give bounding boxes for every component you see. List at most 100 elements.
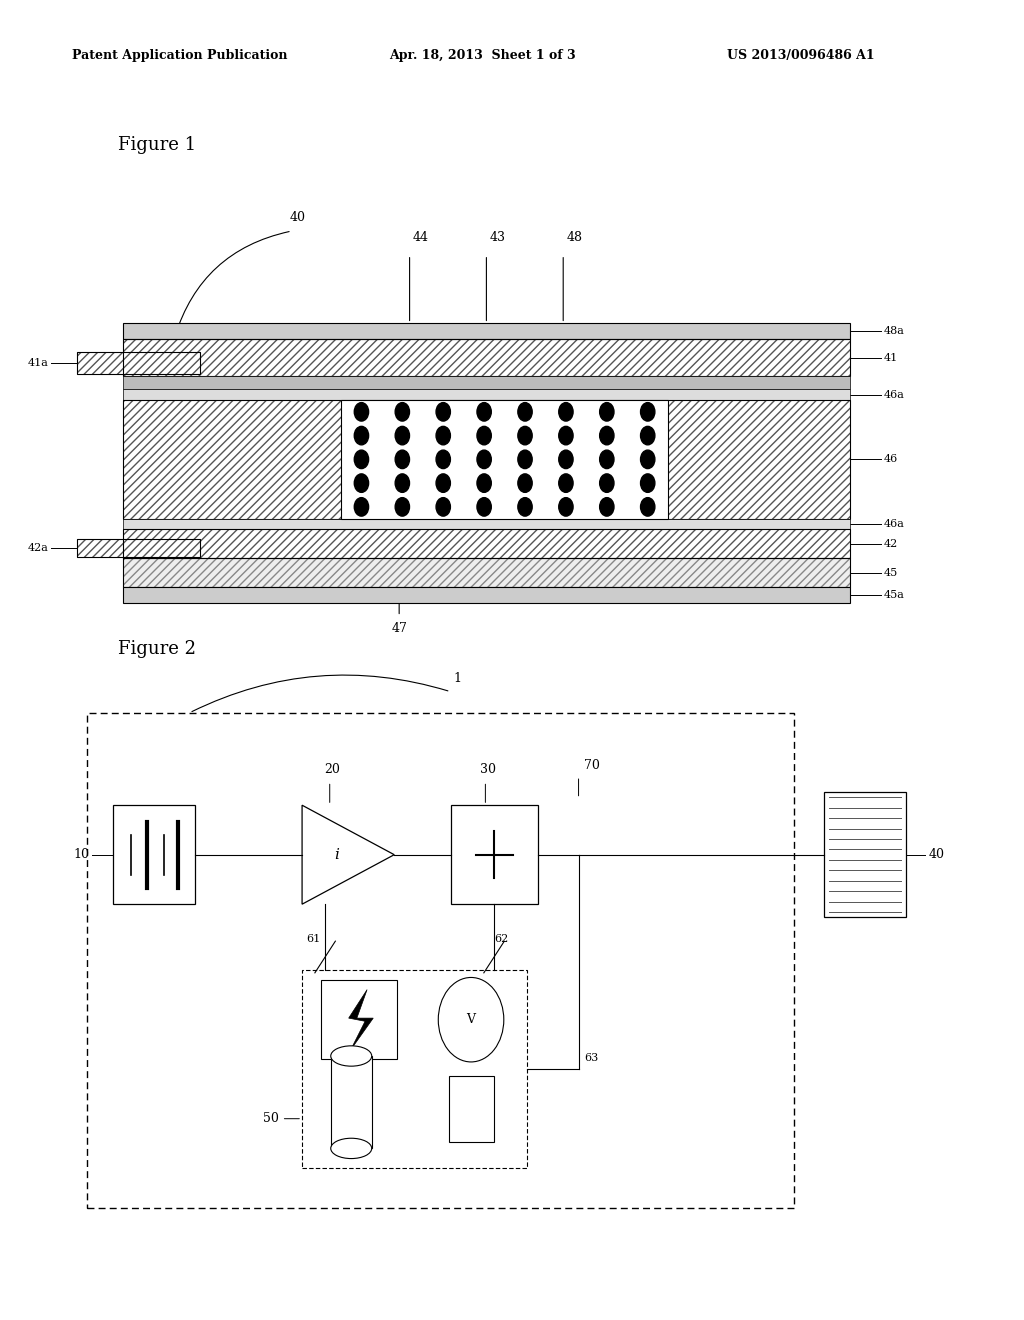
Circle shape (436, 426, 451, 445)
Circle shape (395, 474, 410, 492)
Text: 62: 62 (494, 933, 508, 944)
Circle shape (641, 450, 655, 469)
Circle shape (600, 474, 614, 492)
Bar (123, 400, 850, 519)
Circle shape (641, 426, 655, 445)
Ellipse shape (331, 1138, 372, 1159)
Circle shape (559, 474, 573, 492)
Bar (123, 339, 850, 376)
Circle shape (395, 498, 410, 516)
Bar (123, 529, 850, 558)
Circle shape (518, 474, 532, 492)
Text: US 2013/0096486 A1: US 2013/0096486 A1 (727, 49, 874, 62)
Circle shape (395, 403, 410, 421)
Text: 46: 46 (884, 454, 898, 465)
Circle shape (641, 474, 655, 492)
Bar (341, 400, 668, 519)
Text: Figure 1: Figure 1 (118, 136, 196, 154)
Text: 10: 10 (73, 849, 89, 861)
Bar (123, 376, 850, 389)
Text: 48: 48 (566, 231, 583, 244)
Circle shape (600, 403, 614, 421)
Bar (302, 970, 527, 1168)
Bar (113, 805, 195, 904)
Circle shape (436, 498, 451, 516)
Text: i: i (335, 847, 340, 862)
Text: 48a: 48a (884, 326, 904, 337)
Circle shape (354, 426, 369, 445)
Circle shape (518, 403, 532, 421)
Circle shape (354, 498, 369, 516)
Text: 20: 20 (325, 763, 341, 776)
Circle shape (641, 498, 655, 516)
Bar (321, 979, 397, 1059)
Text: 41a: 41a (28, 358, 48, 368)
Circle shape (600, 498, 614, 516)
Circle shape (559, 426, 573, 445)
Circle shape (559, 498, 573, 516)
Circle shape (559, 403, 573, 421)
Text: 40: 40 (290, 211, 306, 224)
Circle shape (395, 450, 410, 469)
Circle shape (354, 403, 369, 421)
Text: 30: 30 (480, 763, 497, 776)
Polygon shape (348, 990, 373, 1049)
Text: 46a: 46a (884, 519, 904, 529)
Polygon shape (302, 805, 394, 904)
Text: 42a: 42a (28, 544, 48, 553)
Text: Patent Application Publication: Patent Application Publication (72, 49, 287, 62)
Circle shape (518, 450, 532, 469)
Circle shape (600, 426, 614, 445)
Bar (123, 400, 850, 519)
Bar (123, 558, 850, 587)
Text: 43: 43 (489, 231, 506, 244)
Bar (123, 529, 850, 558)
Circle shape (436, 474, 451, 492)
Circle shape (477, 403, 492, 421)
Text: 45a: 45a (884, 590, 904, 601)
Text: 41: 41 (884, 352, 898, 363)
Text: Figure 2: Figure 2 (118, 640, 196, 659)
Bar (331, 1056, 372, 1148)
Circle shape (477, 450, 492, 469)
Bar (77, 352, 200, 375)
Bar (77, 540, 200, 557)
Text: 47: 47 (391, 622, 408, 635)
Circle shape (354, 450, 369, 469)
Text: V: V (467, 1014, 475, 1026)
Text: 45: 45 (884, 568, 898, 578)
Bar (123, 558, 850, 587)
Text: 44: 44 (413, 231, 429, 244)
Bar (123, 323, 850, 339)
Circle shape (518, 498, 532, 516)
Circle shape (354, 474, 369, 492)
Text: 40: 40 (929, 849, 945, 861)
Circle shape (641, 403, 655, 421)
Circle shape (600, 450, 614, 469)
Circle shape (436, 450, 451, 469)
Text: 46a: 46a (884, 389, 904, 400)
Bar (123, 339, 850, 376)
Bar (824, 792, 906, 917)
Bar (123, 519, 850, 529)
Circle shape (518, 426, 532, 445)
Text: 63: 63 (585, 1052, 599, 1063)
Text: 50: 50 (262, 1113, 279, 1125)
Bar (123, 389, 850, 400)
Circle shape (395, 426, 410, 445)
Bar (77, 540, 200, 557)
Circle shape (438, 977, 504, 1061)
Circle shape (477, 498, 492, 516)
Bar (77, 352, 200, 375)
Text: 42: 42 (884, 539, 898, 549)
Bar (451, 805, 538, 904)
Text: 61: 61 (307, 933, 321, 944)
Text: 70: 70 (584, 759, 600, 772)
Circle shape (477, 426, 492, 445)
Ellipse shape (331, 1045, 372, 1067)
Circle shape (477, 474, 492, 492)
Circle shape (436, 403, 451, 421)
Bar (87, 713, 794, 1208)
Text: Apr. 18, 2013  Sheet 1 of 3: Apr. 18, 2013 Sheet 1 of 3 (389, 49, 575, 62)
Text: 1: 1 (454, 672, 462, 685)
